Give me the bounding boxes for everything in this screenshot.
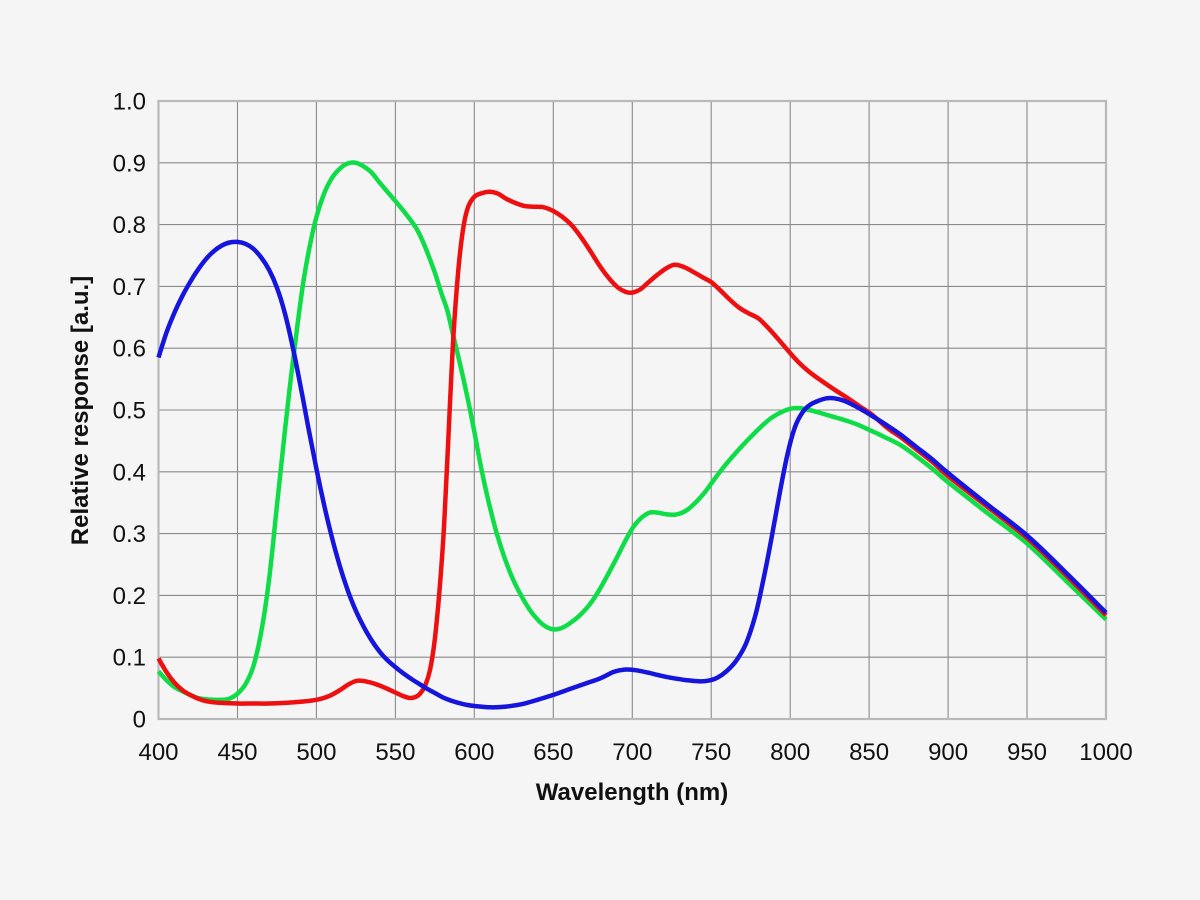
x-tick-label: 400 xyxy=(138,739,178,766)
plot-frame xyxy=(157,99,1108,721)
y-tick-label: 0.4 xyxy=(113,459,146,486)
x-axis-title: Wavelength (nm) xyxy=(536,779,728,806)
gridlines xyxy=(157,100,1107,720)
x-tick-label: 450 xyxy=(217,739,257,766)
y-tick-label: 0.7 xyxy=(113,274,146,301)
y-tick-label: 1.0 xyxy=(113,89,146,116)
x-tick-label: 650 xyxy=(533,739,573,766)
y-axis-title: Relative response [a.u.] xyxy=(67,276,94,545)
x-tick-label: 950 xyxy=(1007,739,1047,766)
y-tick-labels: 0 0.1 0.2 0.3 0.4 0.5 0.6 0.7 0.8 0.9 1.0 xyxy=(113,89,146,734)
y-tick-label: 0.2 xyxy=(113,583,146,610)
y-tick-label: 0.6 xyxy=(113,336,146,363)
y-tick-label: 0.9 xyxy=(113,150,146,177)
red-channel-curve xyxy=(156,189,1108,706)
x-tick-label: 600 xyxy=(454,739,494,766)
x-tick-label: 750 xyxy=(691,739,731,766)
x-tick-label: 700 xyxy=(612,739,652,766)
x-tick-label: 800 xyxy=(770,739,810,766)
blue-channel-curve xyxy=(156,239,1108,710)
green-channel-curve xyxy=(156,160,1108,703)
x-tick-label: 900 xyxy=(928,739,968,766)
curves xyxy=(156,160,1108,710)
x-tick-label: 500 xyxy=(296,739,336,766)
y-tick-label: 0.3 xyxy=(113,521,146,548)
y-tick-label: 0.1 xyxy=(113,645,146,672)
y-tick-label: 0.8 xyxy=(113,212,146,239)
x-tick-label: 550 xyxy=(375,739,415,766)
x-tick-labels: 400 450 500 550 600 650 700 750 800 850 900 950 1000 xyxy=(138,739,1132,766)
x-tick-label: 850 xyxy=(849,739,889,766)
y-tick-label: 0.5 xyxy=(113,398,146,425)
y-tick-label: 0 xyxy=(133,707,146,734)
x-tick-label: 1000 xyxy=(1079,739,1132,766)
